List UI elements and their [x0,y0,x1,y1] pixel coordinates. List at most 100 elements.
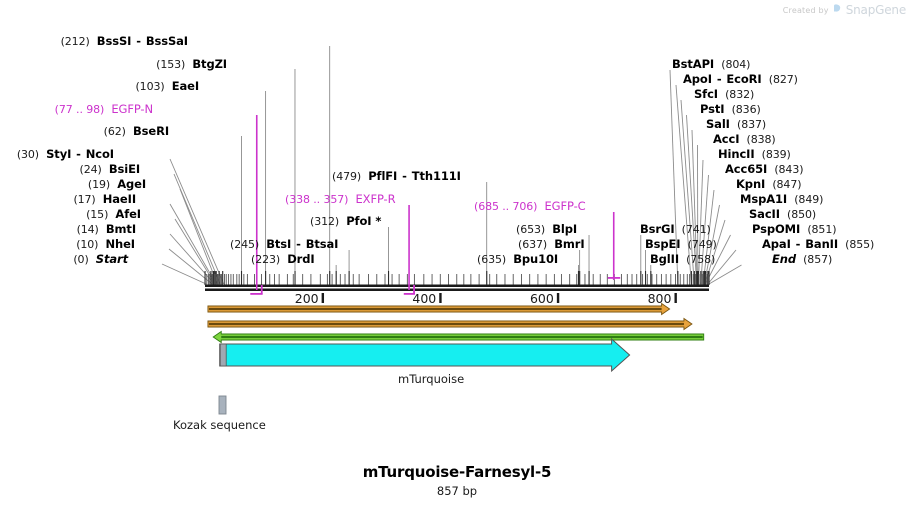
map-label-egfp-n[interactable]: (77 .. 98) EGFP-N [0,103,153,117]
map-label-sfci[interactable]: SfcI (832) [694,88,754,102]
map-label-exfp-r[interactable]: (338 .. 357) EXFP-R [285,193,396,207]
feature-arrow-core [208,322,684,326]
restriction-site-tick [214,271,216,285]
ruler-tick-mark [321,293,325,303]
map-label-styi[interactable]: (30) StyI - NcoI [0,148,114,162]
map-label-enzyme: HincII [718,147,755,161]
map-label-nhei[interactable]: (10) NheI [0,238,135,252]
map-label-bsssi[interactable]: (212) BssSI - BssSaI [0,35,189,49]
map-label-bmti[interactable]: (14) BmtI [0,223,137,237]
map-label-hincii[interactable]: HincII (839) [718,147,791,162]
map-label-enzyme: EGFP-C [544,199,586,213]
map-label-mspa1i[interactable]: MspA1I (849) [740,193,823,207]
map-label-psti[interactable]: PstI (836) [700,103,761,117]
restriction-site-tick-minor [384,274,386,285]
map-label-btsi[interactable]: (245) BtsI - BtsaI [230,237,339,252]
restriction-site-tick-minor [679,274,681,285]
map-label-btgzi[interactable]: (153) BtgZI [0,58,227,72]
map-label-egfp-c[interactable]: (685 .. 706) EGFP-C [474,199,586,214]
map-label-position: (758) [686,253,716,266]
leader-line-fan [173,173,221,285]
map-label-position: (19) [87,178,111,191]
feature-arrow-core [208,307,662,311]
restriction-site-tick-minor [520,274,522,285]
restriction-site-tick [204,271,206,285]
map-label-position: (24) [79,163,102,176]
map-label-bsrgi[interactable]: BsrGI (741) [640,222,711,237]
restriction-site-tick [693,271,695,285]
map-label-bseri[interactable]: (62) BseRI [0,125,169,139]
map-label-eaei[interactable]: (103) EaeI [0,79,199,94]
restriction-site-tick-minor [261,274,262,285]
map-label-haeii[interactable]: (17) HaeII [0,192,136,207]
map-label-bglii[interactable]: BglII (758) [650,253,716,267]
map-label-position: (653) [516,223,546,236]
map-label-blpi[interactable]: (653) BlpI [516,223,577,237]
restriction-site-tick-minor [606,274,608,285]
map-label-enzyme: BsrGI [640,222,675,236]
map-label-sali[interactable]: SalI (837) [706,118,766,132]
map-label-pspomi[interactable]: PspOMI (851) [752,223,837,237]
map-label-bpu10i[interactable]: (635) Bpu10I [477,253,558,267]
restriction-site-tick-minor [560,274,562,285]
map-label-apai[interactable]: ApaI - BanII (855) [762,237,874,252]
feature-arrow-core [221,335,703,339]
map-label-kpni[interactable]: KpnI (847) [736,178,802,192]
map-label-position: (77 .. 98) [54,103,105,116]
restriction-site-tick-minor [224,274,225,285]
restriction-site-tick [579,271,581,285]
map-label-start[interactable]: (0) Start [0,253,128,267]
map-label-pfoi[interactable]: (312) PfoI * [310,215,381,229]
restriction-site-tick [650,271,652,285]
restriction-site-tick-minor [439,274,441,285]
map-label-enzyme: EaeI [171,79,199,93]
restriction-site-tick [696,271,698,285]
restriction-site-tick-minor [660,274,662,285]
restriction-site-tick-minor [243,274,245,285]
map-label-enzyme-alt: BanII [805,237,839,251]
map-label-drdi[interactable]: (223) DrdI [251,253,315,267]
restriction-site-tick [348,271,350,285]
restriction-site-tick-minor [700,274,702,285]
restriction-site-tick-minor [423,274,425,285]
primer-bracket-tick [413,285,415,294]
map-label-apoi[interactable]: ApoI - EcoRI (827) [683,73,798,87]
restriction-site-tick [212,271,214,285]
map-label-enzyme-alt: BtsaI [305,237,339,251]
map-label-enzyme: ApaI [762,237,791,251]
map-label-pflfi[interactable]: (479) PflFI - Tth111I [332,170,461,184]
restriction-site-tick [677,271,679,285]
restriction-site-tick-minor [219,274,221,285]
map-label-end[interactable]: End (857) [772,253,832,267]
restriction-site-tick-minor [214,274,215,285]
map-label-enzyme: AfeI [115,207,141,221]
map-label-enzyme: Acc65I [725,162,768,176]
map-label-afei[interactable]: (15) AfeI [0,207,141,222]
map-label-position: (312) [310,215,340,228]
restriction-site-tick-minor [406,274,408,285]
leader-line-fan [168,248,213,285]
leader-line-fan [174,218,216,285]
map-label-acci[interactable]: AccI (838) [713,133,776,147]
restriction-site-tick-minor [545,274,547,285]
restriction-site-tick-minor [344,274,346,285]
restriction-site-tick-minor [569,274,571,285]
map-label-sacii[interactable]: SacII (850) [749,208,817,222]
restriction-site-tick-minor [368,274,369,285]
backbone-bottom-line [205,288,709,291]
map-label-position: (850) [787,208,817,221]
feature-arrow-green-arrow [212,330,705,344]
map-label-enzyme: HaeII [102,192,136,206]
restriction-site-tick-minor [537,274,539,285]
restriction-site-tick-minor [698,274,700,285]
map-label-bmri[interactable]: (637) BmrI [518,238,585,252]
map-label-bsiei[interactable]: (24) BsiEI [0,162,141,177]
map-label-bstapi[interactable]: BstAPI (804) [672,58,750,72]
ruler-tick-mark [674,293,677,303]
map-label-enzyme: BsiEI [108,162,140,176]
map-label-acc65i[interactable]: Acc65I (843) [725,162,804,177]
restriction-site-tick-minor [232,274,234,285]
map-label-agei[interactable]: (19) AgeI [0,178,146,192]
restriction-site-tick [644,271,647,285]
map-label-bspei[interactable]: BspEI (749) [645,238,717,252]
